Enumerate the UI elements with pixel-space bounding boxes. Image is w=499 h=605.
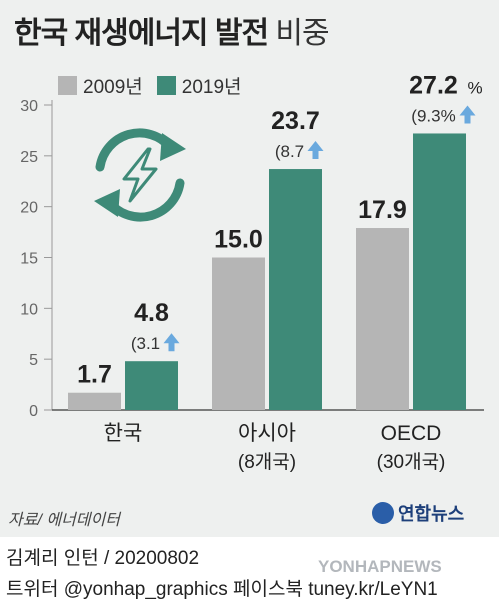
data-label-2019년-OECD: 27.2	[409, 71, 458, 99]
x-tick-sublabel-OECD: (30개국)	[377, 451, 446, 473]
yonhap-logo-text: 연합뉴스	[398, 504, 465, 524]
bar-2009년-한국	[68, 392, 121, 410]
footer-credit: 김계리 인턴 / 20200802	[6, 548, 200, 569]
x-tick-sublabel-아시아: (8개국)	[238, 451, 296, 473]
legend: 2009년 2019년	[58, 72, 256, 99]
x-tick-label-OECD: OECD	[381, 422, 442, 445]
bar-chart: 0 5 10 15 20 25 30 1.7 4.8 (3.1 한국 15.0 23.7 (8.7 아시아…	[20, 71, 484, 473]
title-sub: 비중	[275, 17, 329, 50]
legend-item-2019: 2019년	[156, 72, 242, 99]
y-tick-label: 25	[20, 149, 38, 166]
source-note: 자료/ 에너데이터	[8, 512, 120, 529]
bar-2019년-아시아	[269, 169, 322, 410]
y-tick-label: 0	[29, 403, 38, 420]
bar-2019년-한국	[125, 361, 178, 410]
y-tick-label: 30	[20, 98, 38, 115]
x-tick-label-한국: 한국	[104, 422, 143, 445]
x-tick-label-아시아: 아시아	[238, 422, 296, 445]
y-tick-label: 10	[20, 301, 38, 318]
up-arrow-icon	[163, 333, 180, 352]
up-arrow-icon	[459, 105, 476, 124]
data-label-2009년-OECD: 17.9	[358, 196, 407, 224]
watermark: YONHAPNEWS	[318, 557, 442, 576]
title-main: 한국 재생에너지 발전	[14, 17, 269, 50]
yonhap-logo-icon	[372, 502, 394, 524]
legend-item-2009: 2009년	[58, 72, 143, 99]
renewable-energy-icon	[94, 128, 186, 222]
bar-2009년-OECD	[356, 228, 409, 410]
bar-2009년-아시아	[212, 257, 265, 410]
data-label-2019년-아시아: 23.7	[271, 107, 320, 135]
legend-label-2019: 2019년	[181, 77, 242, 98]
data-label-2019년-한국: 4.8	[134, 299, 169, 327]
footer-social: 트위터 @yonhap_graphics 페이스북 tuney.kr/LeYN1	[6, 579, 438, 600]
y-tick-label: 20	[20, 200, 38, 217]
page-title: 한국 재생에너지 발전 비중	[14, 8, 330, 52]
change-label-아시아: (8.7	[275, 142, 304, 161]
footer: 김계리 인턴 / 20200802 트위터 @yonhap_graphics 페…	[0, 537, 499, 605]
bar-2019년-OECD	[413, 133, 466, 410]
legend-swatch-2009	[58, 76, 77, 95]
data-label-2009년-아시아: 15.0	[214, 226, 263, 254]
y-tick-label: 5	[29, 352, 38, 369]
legend-label-2009: 2009년	[83, 77, 143, 98]
yonhap-logo: 연합뉴스	[372, 500, 464, 526]
y-tick-label: 15	[20, 251, 38, 268]
data-label-2009년-한국: 1.7	[77, 361, 112, 389]
percent-suffix: %	[468, 78, 483, 97]
change-label-OECD: (9.3%	[411, 106, 455, 125]
up-arrow-icon	[307, 141, 324, 160]
change-label-한국: (3.1	[131, 334, 160, 353]
legend-swatch-2019	[156, 76, 176, 95]
